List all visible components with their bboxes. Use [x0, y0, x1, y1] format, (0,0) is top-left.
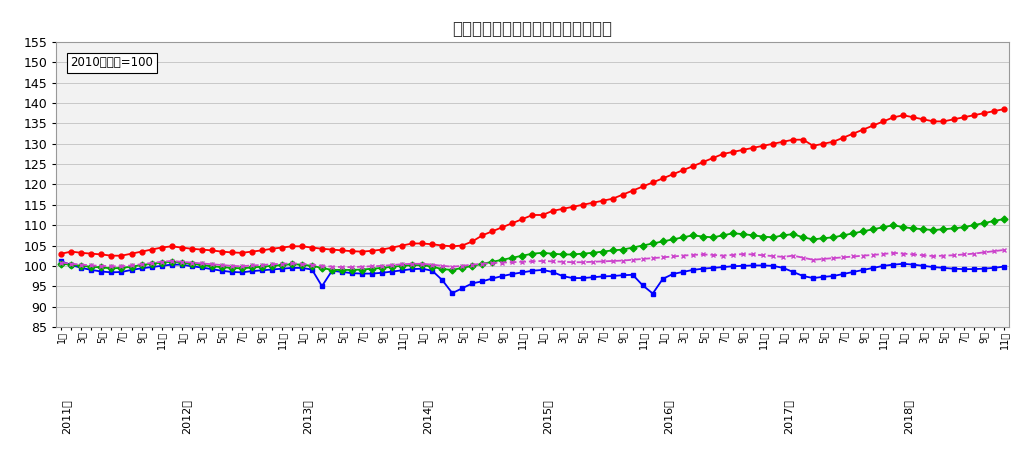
住宅総合 [95, 265, 108, 270]
住宅地 [707, 265, 719, 271]
Line: 住宅地: 住宅地 [59, 259, 1006, 296]
マンション [236, 250, 248, 255]
戸建住宅 [997, 247, 1010, 253]
Title: ＜不動産価格指数（住宅）：全国＞: ＜不動産価格指数（住宅）：全国＞ [453, 20, 612, 38]
住宅総合 [997, 216, 1010, 222]
住宅地 [55, 259, 68, 264]
戸建住宅 [757, 253, 769, 258]
住宅地 [757, 262, 769, 268]
住宅総合 [326, 267, 338, 273]
Text: 2011年: 2011年 [61, 399, 72, 434]
マンション [55, 251, 68, 256]
住宅総合 [707, 234, 719, 240]
マンション [727, 149, 739, 155]
戸建住宅 [707, 252, 719, 258]
戸建住宅 [767, 253, 779, 259]
Text: 2010年平均=100: 2010年平均=100 [71, 56, 154, 69]
Text: 2018年: 2018年 [903, 399, 913, 434]
マンション [767, 141, 779, 147]
住宅地 [225, 269, 238, 275]
住宅地 [767, 263, 779, 269]
Text: 2014年: 2014年 [422, 399, 432, 434]
住宅地 [646, 291, 658, 297]
マンション [997, 106, 1010, 112]
Line: 戸建住宅: 戸建住宅 [59, 248, 1006, 269]
Text: 2015年: 2015年 [543, 399, 553, 434]
Text: 2013年: 2013年 [302, 399, 312, 434]
戸建住宅 [95, 263, 108, 269]
戸建住宅 [727, 252, 739, 258]
マンション [757, 143, 769, 149]
マンション [707, 155, 719, 161]
Text: 2017年: 2017年 [783, 399, 794, 434]
住宅総合 [55, 261, 68, 267]
戸建住宅 [336, 264, 348, 270]
住宅総合 [727, 231, 739, 236]
Line: 住宅総合: 住宅総合 [59, 217, 1006, 272]
住宅総合 [757, 234, 769, 240]
Line: マンション: マンション [59, 107, 1006, 258]
マンション [105, 253, 118, 258]
住宅地 [727, 263, 739, 269]
マンション [95, 252, 108, 257]
Text: 2016年: 2016年 [663, 399, 673, 434]
Text: 2012年: 2012年 [181, 399, 191, 434]
戸建住宅 [225, 263, 238, 269]
住宅地 [95, 269, 108, 274]
住宅総合 [767, 234, 779, 240]
住宅地 [997, 264, 1010, 269]
住宅総合 [225, 265, 238, 271]
戸建住宅 [55, 260, 68, 265]
